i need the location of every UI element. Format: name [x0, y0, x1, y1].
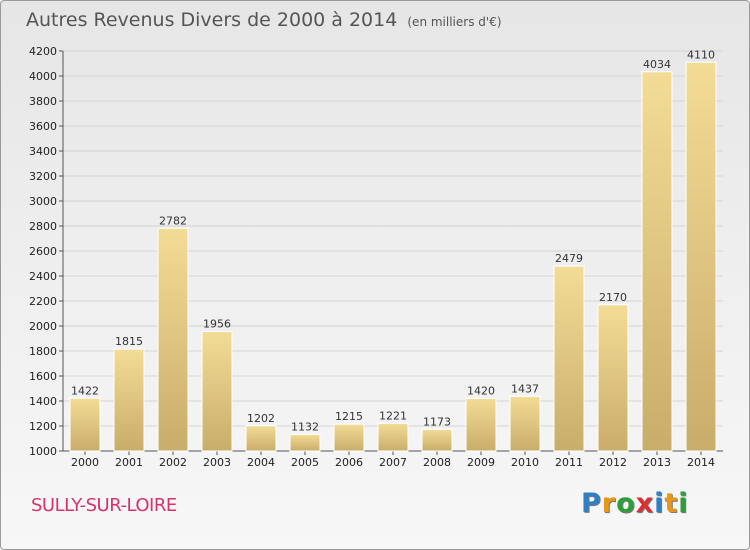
x-tick-label-2007: 2007 [379, 456, 407, 469]
logo-letter: o [616, 488, 636, 519]
bar-2002 [157, 227, 189, 452]
x-tick-label-2002: 2002 [159, 456, 187, 469]
data-label-2010: 1437 [511, 382, 539, 395]
y-tick-label: 2200 [29, 295, 57, 308]
chart-title-block: Autres Revenus Divers de 2000 à 2014 (en… [26, 9, 502, 31]
data-label-2001: 1815 [115, 335, 143, 348]
x-tick-label-2006: 2006 [335, 456, 363, 469]
bar-2003 [201, 331, 233, 452]
y-tick-label: 2000 [29, 320, 57, 333]
bar-2014 [685, 61, 717, 452]
axes: 1000 1200 1400 1600 1800 2000 2200 2400 2600 2800… [29, 45, 723, 469]
y-tick-label: 3000 [29, 195, 57, 208]
data-label-2000: 1422 [71, 384, 99, 397]
data-label-2007: 1221 [379, 409, 407, 422]
x-tick-label-2010: 2010 [511, 456, 539, 469]
y-tick-label: 1000 [29, 445, 57, 458]
data-label-2011: 2479 [555, 252, 583, 265]
data-label-2014: 4110 [687, 48, 715, 61]
bar-2006 [333, 423, 365, 452]
y-tick-label: 4000 [29, 70, 57, 83]
x-tick-label-2009: 2009 [467, 456, 495, 469]
bar-2000 [69, 397, 101, 452]
chart-subtitle: (en milliers d'€) [407, 15, 502, 29]
x-tick-label-2012: 2012 [599, 456, 627, 469]
y-tick-label: 1400 [29, 395, 57, 408]
data-label-2012: 2170 [599, 291, 627, 304]
bars [69, 61, 717, 452]
logo-letter: x [635, 488, 655, 519]
data-labels: 1422 1815 2782 1956 1202 1132 1215 1221 1173 1420… [71, 48, 715, 433]
y-tick-label: 2400 [29, 270, 57, 283]
x-tick-label-2008: 2008 [423, 456, 451, 469]
logo-letter: r [601, 488, 617, 519]
bar-2012 [597, 304, 629, 452]
y-tick-label: 3200 [29, 170, 57, 183]
commune-name: SULLY-SUR-LOIRE [31, 495, 177, 516]
bar-2013 [641, 71, 673, 452]
bar-2004 [245, 425, 277, 452]
x-tick-label-2001: 2001 [115, 456, 143, 469]
x-tick-label-2014: 2014 [687, 456, 715, 469]
logo-letter: i [678, 488, 689, 519]
bar-2005 [289, 434, 321, 452]
y-tick-label: 1600 [29, 370, 57, 383]
chart-title: Autres Revenus Divers de 2000 à 2014 [26, 9, 398, 31]
x-tick-label-2013: 2013 [643, 456, 671, 469]
y-tick-label: 2600 [29, 245, 57, 258]
x-tick-label-2000: 2000 [71, 456, 99, 469]
logo-letter: i [654, 488, 665, 519]
y-tick-label: 4200 [29, 45, 57, 58]
x-tick-label-2003: 2003 [203, 456, 231, 469]
bar-2001 [113, 348, 145, 452]
data-label-2003: 1956 [203, 318, 231, 331]
x-tick-label-2005: 2005 [291, 456, 319, 469]
data-label-2008: 1173 [423, 415, 451, 428]
bar-2009 [465, 398, 497, 452]
y-tick-label: 3400 [29, 145, 57, 158]
y-tick-label: 1800 [29, 345, 57, 358]
proxiti-logo[interactable]: Proxiti [581, 488, 689, 519]
data-label-2009: 1420 [467, 385, 495, 398]
data-label-2005: 1132 [291, 421, 319, 434]
data-label-2006: 1215 [335, 410, 363, 423]
y-tick-label: 1200 [29, 420, 57, 433]
data-label-2004: 1202 [247, 412, 275, 425]
bar-2011 [553, 265, 585, 452]
logo-letter: P [581, 488, 602, 519]
y-tick-label: 2800 [29, 220, 57, 233]
bar-2007 [377, 422, 409, 452]
y-tick-label: 3600 [29, 120, 57, 133]
data-label-2002: 2782 [159, 214, 187, 227]
y-tick-label: 3800 [29, 95, 57, 108]
logo-letter: t [664, 488, 679, 519]
x-tick-label-2011: 2011 [555, 456, 583, 469]
bar-2008 [421, 428, 453, 452]
data-label-2013: 4034 [643, 58, 671, 71]
bar-2010 [509, 395, 541, 452]
x-tick-label-2004: 2004 [247, 456, 275, 469]
